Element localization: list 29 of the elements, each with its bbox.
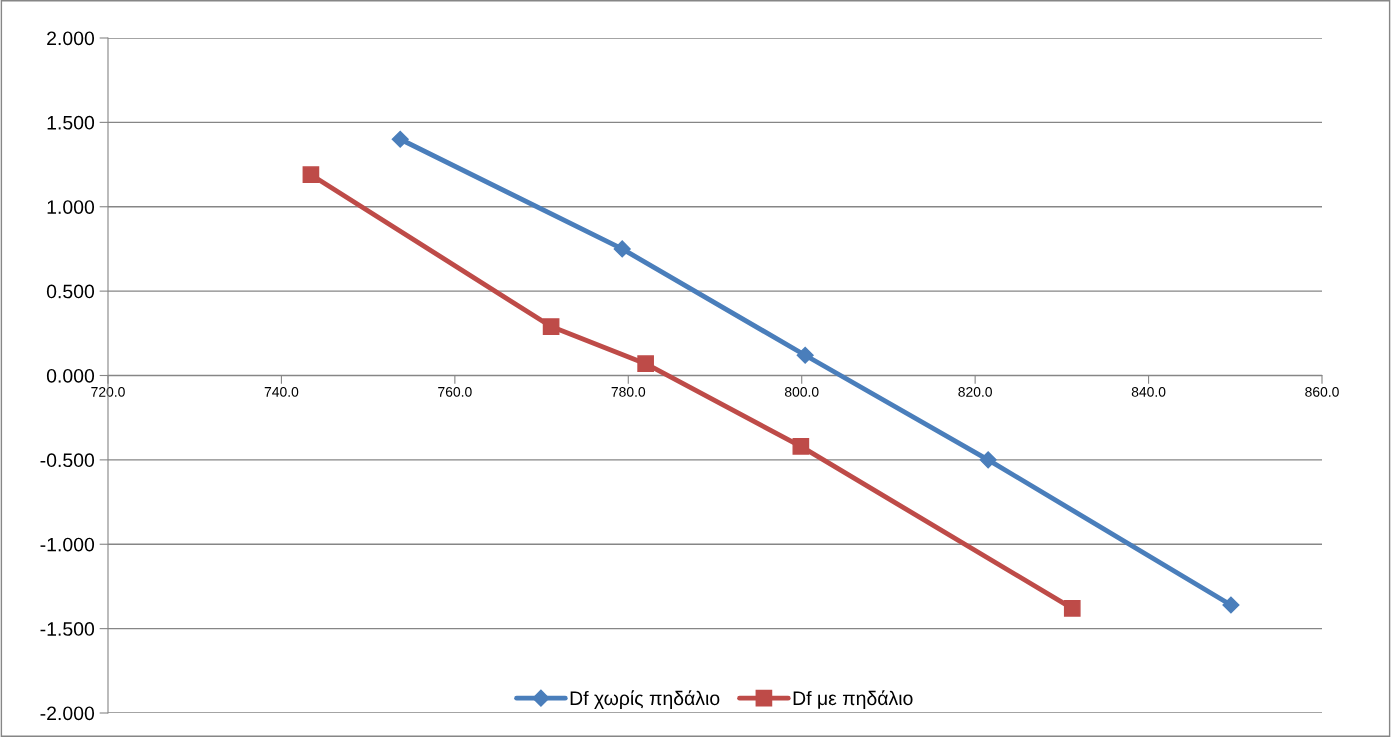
legend-label: Df με πηδάλιο: [793, 690, 913, 709]
y-tick-label: 1.500: [47, 115, 95, 130]
x-tick-label: 760.0: [438, 386, 472, 397]
y-tick-label: -2.000: [40, 706, 95, 721]
y-tick-label: 2.000: [47, 31, 95, 46]
x-tick-label: 720.0: [91, 386, 125, 397]
y-tick-label: 1.000: [47, 200, 95, 214]
point: [792, 438, 810, 455]
point: [1063, 600, 1081, 617]
point: [1222, 596, 1240, 614]
point: [979, 451, 997, 469]
x-tick-label: 820.0: [958, 386, 992, 397]
y-tick-label: 0.500: [46, 284, 95, 299]
point: [796, 346, 814, 364]
y-tick-label: -0.500: [40, 453, 95, 468]
x-tick-label: 740.0: [264, 386, 299, 397]
point: [302, 166, 320, 184]
point: [637, 355, 654, 373]
point: [613, 240, 631, 258]
y-tick-label: -1.500: [40, 622, 95, 636]
x-tick-label: 860.0: [1305, 386, 1339, 397]
x-tick-label: 800.0: [784, 386, 819, 397]
x-tick-label: 780.0: [611, 386, 646, 397]
legend-label: Df χωρίς πηδάλιο: [570, 690, 720, 709]
x-tick-label: 840.0: [1131, 386, 1166, 397]
point: [391, 130, 409, 148]
y-tick-label: -1.000: [40, 537, 95, 552]
y-tick-label: 0.000: [46, 368, 95, 383]
point: [542, 318, 560, 335]
